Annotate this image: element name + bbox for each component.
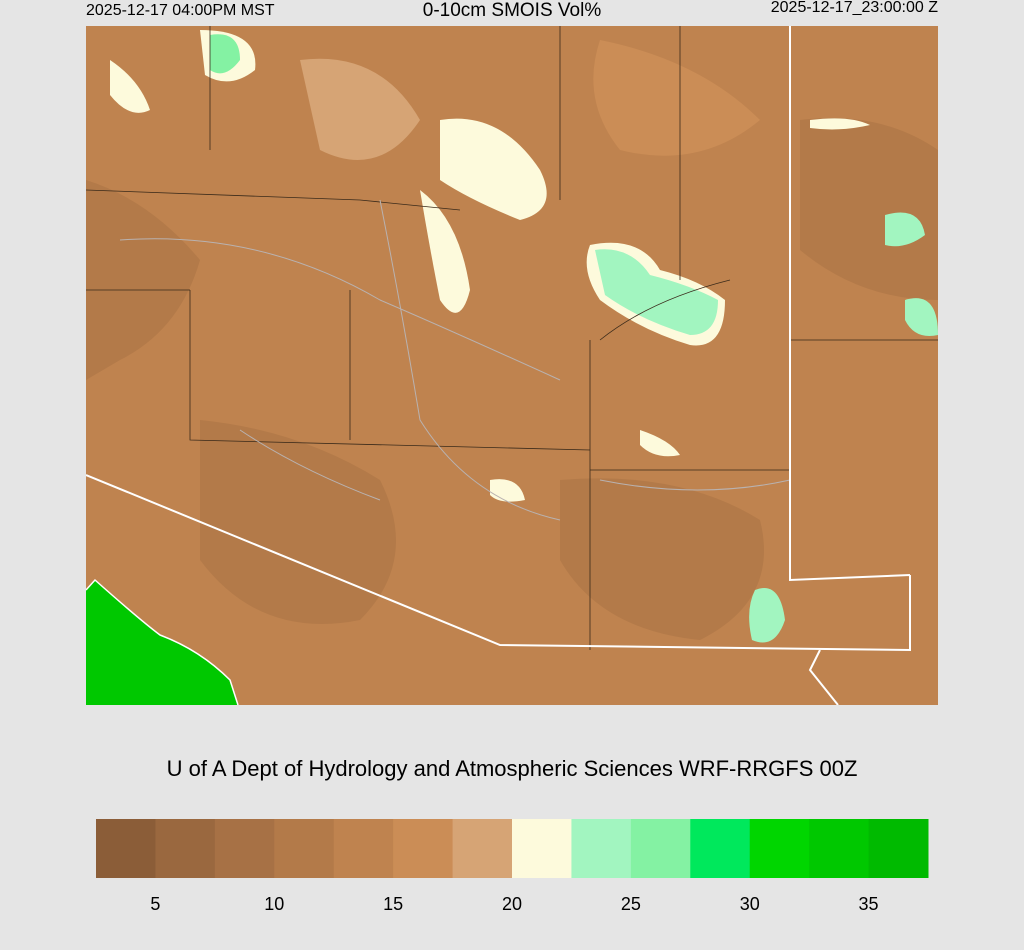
colorbar-tick-label: 25 — [621, 894, 641, 914]
county-lines — [86, 26, 938, 650]
colorbar-box — [512, 819, 572, 878]
dry-area — [560, 478, 764, 640]
wet-area — [749, 588, 785, 643]
colorbar-tick-label: 15 — [383, 894, 403, 914]
wet-area — [110, 60, 150, 113]
dry-area — [200, 420, 396, 624]
colorbar-box — [96, 819, 156, 878]
map-field — [86, 26, 938, 705]
map — [86, 26, 938, 705]
colorbar-box — [571, 819, 632, 878]
colorbar-box — [333, 819, 394, 878]
colorbar-tick-label: 30 — [740, 894, 760, 914]
colorbar-tick-label: 20 — [502, 894, 522, 914]
wet-area — [885, 212, 925, 247]
colorbar: 5 10 15 20 25 30 35 — [96, 819, 929, 914]
colorbar-box — [749, 819, 810, 878]
colorbar-box — [155, 819, 216, 878]
wet-area — [420, 190, 470, 313]
valid-utc-time: 2025-12-17_23:00:00 Z — [771, 0, 938, 16]
wet-area — [905, 298, 938, 336]
colorbar-box — [393, 819, 454, 878]
wet-area — [210, 34, 240, 74]
colorbar-box — [274, 819, 335, 878]
coastline — [86, 578, 239, 705]
colorbar-box — [690, 819, 751, 878]
colorbar-box — [452, 819, 513, 878]
colorbar-box — [809, 819, 870, 878]
credit: U of A Dept of Hydrology and Atmospheric… — [167, 756, 858, 781]
dry-area — [800, 118, 938, 300]
wet-coast — [86, 580, 238, 705]
colorbar-tick-label: 35 — [859, 894, 879, 914]
dry-area — [86, 180, 200, 380]
wet-area — [810, 118, 870, 130]
map-title: 0-10cm SMOIS Vol% — [423, 0, 602, 21]
wet-area — [440, 118, 547, 220]
moist-area — [300, 58, 420, 160]
valid-local-time: 2025-12-17 04:00PM MST — [86, 2, 275, 19]
wet-area — [490, 479, 525, 502]
wet-area — [595, 249, 718, 335]
roads — [119, 199, 791, 521]
colorbar-box — [214, 819, 275, 878]
wet-area — [640, 430, 680, 457]
colorbar-box — [630, 819, 691, 878]
colorbar-box — [868, 819, 929, 878]
moist-area — [593, 40, 760, 156]
colorbar-tick-label: 5 — [150, 894, 160, 914]
state-borders — [86, 26, 911, 705]
colorbar-tick-label: 10 — [264, 894, 284, 914]
